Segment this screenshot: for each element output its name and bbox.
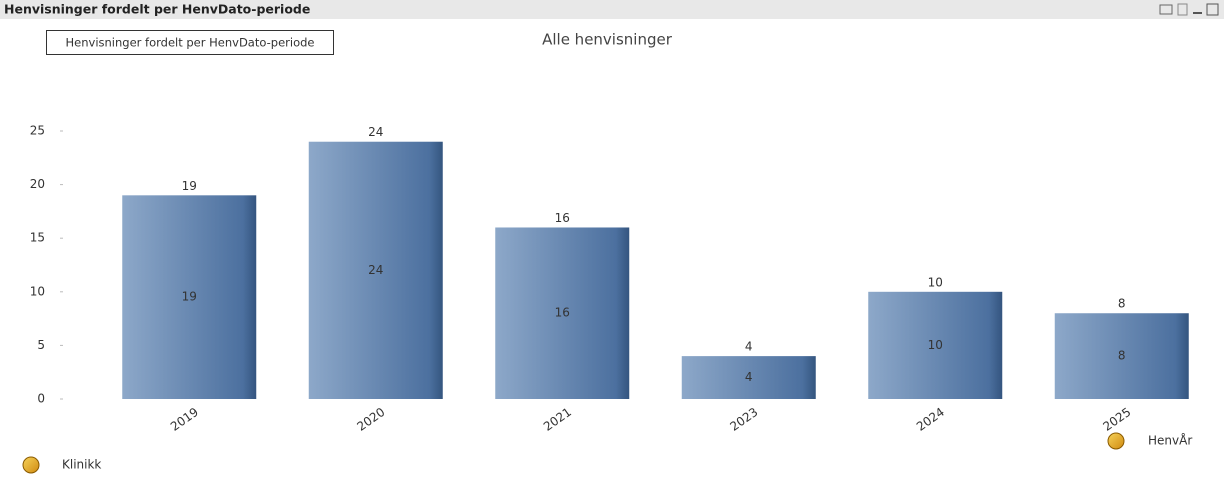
inner-value-label: 19	[182, 290, 197, 304]
value-label: 16	[555, 211, 570, 225]
tooltip: Henvisninger fordelt per HenvDato-period…	[66, 36, 315, 50]
x-tick-label: 2023	[727, 405, 760, 434]
bar	[681, 356, 816, 399]
x-axis-label: HenvÅr	[1148, 433, 1192, 448]
window-title: Henvisninger fordelt per HenvDato-period…	[4, 2, 310, 17]
value-label: 4	[745, 340, 753, 354]
x-tick-label: 2021	[541, 405, 574, 434]
x-tick-label: 2024	[914, 405, 947, 434]
dimension-label: Klinikk	[62, 458, 101, 472]
inner-value-label: 4	[745, 370, 753, 384]
value-label: 8	[1118, 297, 1126, 311]
window-controls[interactable]	[1159, 3, 1219, 16]
inner-value-label: 10	[928, 338, 943, 352]
inner-value-label: 16	[555, 306, 570, 320]
bar	[308, 141, 443, 399]
y-tick-label: 15	[30, 231, 45, 245]
value-label: 10	[928, 275, 943, 289]
value-label: 19	[182, 179, 197, 193]
bar	[122, 195, 257, 399]
bar	[1054, 313, 1189, 399]
inner-value-label: 8	[1118, 349, 1126, 363]
y-tick-label: 0	[37, 392, 45, 406]
y-tick-label: 25	[30, 124, 45, 138]
chart-title: Alle henvisninger	[542, 31, 673, 49]
bar	[868, 291, 1003, 399]
x-tick-label: 2019	[168, 405, 201, 434]
dimension-field[interactable]: Klinikk	[22, 456, 101, 474]
x-tick-label: 2025	[1100, 405, 1133, 434]
inner-value-label: 24	[368, 263, 383, 277]
y-tick-label: 10	[30, 284, 45, 298]
tooltip-box	[46, 30, 334, 55]
value-label: 24	[368, 125, 383, 139]
y-tick-label: 20	[30, 177, 45, 191]
x-field[interactable]: HenvÅr	[1107, 432, 1192, 450]
bar	[495, 227, 630, 399]
x-tick-label: 2020	[354, 405, 387, 434]
y-tick-label: 5	[37, 338, 45, 352]
caption-bar	[0, 0, 1224, 19]
